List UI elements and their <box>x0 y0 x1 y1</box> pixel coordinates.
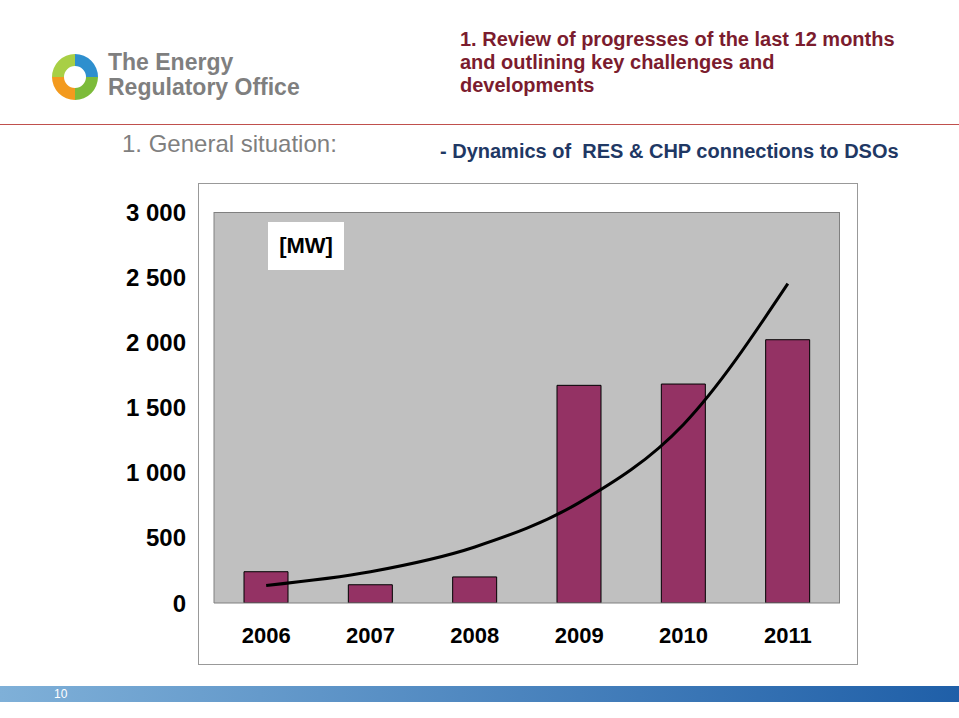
svg-text:2006: 2006 <box>242 623 291 648</box>
html-text:Regulatory Office: Regulatory Office <box>108 74 300 100</box>
html-text:1. Review of progresses of the: 1. Review of progresses of the last 12 m… <box>460 28 895 50</box>
html-text:[MW]: [MW] <box>279 233 333 258</box>
svg-text:2008: 2008 <box>450 623 499 648</box>
svg-text:2 000: 2 000 <box>126 329 186 356</box>
html-text:and outlining key challenges a: and outlining key challenges and <box>460 51 775 73</box>
html-text:1. General situation:: 1. General situation: <box>122 130 337 157</box>
html-text:10: 10 <box>54 687 68 701</box>
svg-text:0: 0 <box>173 590 186 617</box>
svg-text:1 500: 1 500 <box>126 394 186 421</box>
svg-text:2009: 2009 <box>555 623 604 648</box>
svg-text:2011: 2011 <box>764 623 812 648</box>
svg-text:2010: 2010 <box>659 623 708 648</box>
svg-text:3 000: 3 000 <box>126 199 186 226</box>
svg-text:1 000: 1 000 <box>126 459 186 486</box>
html-text:The Energy: The Energy <box>108 49 234 75</box>
svg-text:2007: 2007 <box>346 623 395 648</box>
html-text:- Dynamics of RES & CHP connec: - Dynamics of RES & CHP connections to D… <box>440 140 899 162</box>
svg-text:2 500: 2 500 <box>126 264 186 291</box>
svg-text:500: 500 <box>146 524 186 551</box>
html-text:developments: developments <box>460 74 595 96</box>
